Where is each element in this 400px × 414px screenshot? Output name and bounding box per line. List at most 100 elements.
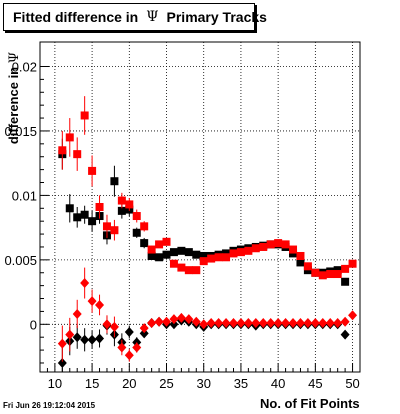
y-tick-label: 0.02	[12, 59, 37, 74]
x-tick-label: 50	[345, 376, 359, 391]
data-point-square	[177, 263, 186, 272]
data-point-diamond	[303, 318, 313, 329]
data-point-diamond	[57, 357, 67, 368]
data-point-square	[274, 239, 283, 248]
data-point-square	[236, 248, 245, 257]
data-point-square	[303, 262, 312, 271]
data-marks	[57, 96, 358, 372]
x-tick-label: 10	[48, 376, 62, 391]
data-point-square	[125, 200, 134, 209]
x-tick-label: 40	[271, 376, 285, 391]
data-point-diamond	[102, 319, 112, 330]
data-point-diamond	[139, 323, 149, 334]
data-point-diamond	[80, 334, 90, 345]
data-point-diamond	[176, 312, 186, 323]
data-point-diamond	[124, 350, 134, 361]
data-point-diamond	[132, 342, 142, 353]
data-point-square	[177, 246, 186, 255]
data-point-diamond	[295, 318, 305, 329]
data-point-square	[192, 266, 201, 275]
data-point-diamond	[281, 318, 291, 329]
chart-title: Fitted difference in Ψ Primary Tracks	[3, 3, 267, 31]
data-point-diamond	[65, 329, 75, 340]
title-text: Fitted difference in	[13, 9, 139, 25]
data-point-diamond	[266, 318, 276, 329]
data-point-square	[192, 250, 201, 259]
x-tick-label: 15	[85, 376, 99, 391]
data-point-diamond	[95, 299, 105, 310]
data-point-square	[184, 248, 193, 257]
data-point-diamond	[87, 334, 97, 345]
data-point-diamond	[72, 332, 82, 343]
data-point-diamond	[228, 318, 238, 329]
data-point-square	[140, 222, 149, 231]
data-point-square	[140, 239, 149, 248]
data-point-diamond	[154, 316, 164, 327]
data-point-diamond	[57, 338, 67, 349]
data-point-square	[95, 203, 104, 211]
data-point-square	[80, 210, 89, 219]
data-point-diamond	[206, 318, 216, 329]
frame	[39, 41, 361, 373]
data-point-square	[132, 228, 141, 237]
data-point-square	[88, 166, 97, 175]
data-point-square	[169, 259, 178, 268]
data-point-diamond	[139, 328, 149, 339]
data-point-square	[117, 196, 126, 205]
data-point-diamond	[109, 321, 119, 332]
y-tick-label: 0.015	[4, 124, 37, 139]
data-point-square	[110, 226, 119, 235]
data-point-diamond	[325, 318, 335, 329]
data-point-square	[259, 242, 268, 251]
data-point-square	[244, 246, 253, 255]
data-point-square	[348, 259, 357, 268]
x-tick-label: 30	[196, 376, 210, 391]
data-point-square	[73, 213, 82, 222]
y-tick-label: 0.01	[12, 188, 37, 203]
axis-ticks	[39, 65, 361, 372]
data-point-square	[214, 253, 223, 262]
x-tick-label: 25	[159, 376, 173, 391]
data-point-square	[296, 251, 305, 260]
data-point-diamond	[251, 318, 261, 329]
data-point-square	[184, 266, 193, 275]
y-tick-label: 0	[30, 317, 37, 332]
data-point-diamond	[236, 318, 246, 329]
data-point-square	[147, 245, 156, 254]
data-point-diamond	[124, 327, 134, 338]
data-point-square	[311, 268, 320, 277]
data-point-square	[199, 257, 208, 266]
y-axis-label: difference in Ψ	[6, 28, 22, 168]
data-point-diamond	[87, 296, 97, 307]
data-point-diamond	[199, 319, 209, 330]
data-point-square	[80, 111, 89, 120]
data-point-square	[281, 240, 290, 249]
data-point-square	[199, 251, 208, 260]
title-tracks: Primary Tracks	[166, 9, 267, 25]
x-axis-label: No. of Fit Points	[260, 396, 360, 411]
data-point-square	[147, 251, 156, 260]
data-point-diamond	[318, 318, 328, 329]
data-point-square	[341, 277, 350, 286]
data-point-diamond	[95, 333, 105, 344]
data-point-square	[318, 271, 327, 280]
y-tick-labels: 0 0.005 0.01 0.015 0.02	[4, 59, 37, 332]
data-point-square	[289, 245, 298, 254]
data-point-square	[155, 240, 164, 249]
y-axis-label-text: difference in	[6, 66, 21, 145]
data-point-square	[58, 146, 67, 155]
data-point-diamond	[288, 318, 298, 329]
data-point-square	[117, 206, 126, 215]
data-point-square	[132, 212, 141, 221]
y-tick-label: 0.005	[4, 253, 37, 268]
data-point-square	[65, 133, 74, 142]
data-point-diamond	[191, 316, 201, 327]
data-point-diamond	[310, 318, 320, 329]
data-point-square	[229, 249, 238, 258]
psi-symbol: Ψ	[146, 9, 159, 25]
data-point-diamond	[258, 318, 268, 329]
data-point-diamond	[147, 318, 157, 329]
data-point-diamond	[340, 316, 350, 327]
data-point-square	[65, 204, 74, 213]
